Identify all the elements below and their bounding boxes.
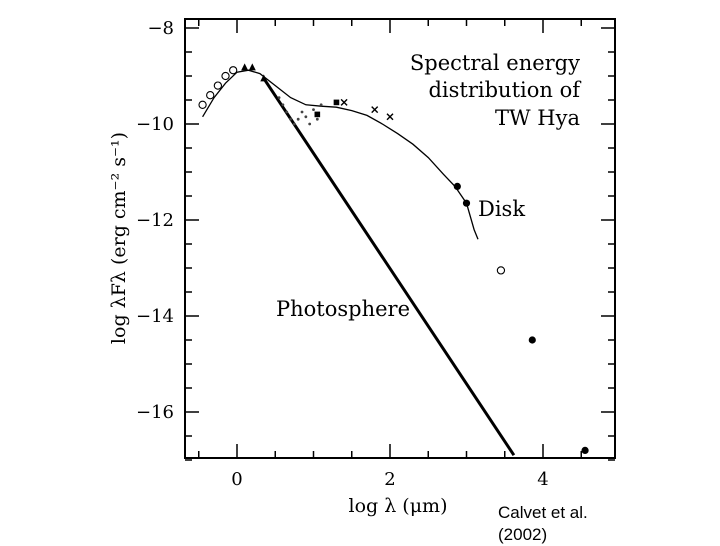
triangle-point [241,63,249,71]
x-axis-label: log λ (μm) [349,495,448,517]
square-point [333,99,340,106]
square-point [314,111,321,118]
filled-circle-point [528,336,536,344]
plot-frame [184,18,616,459]
y-tick-label: −12 [136,210,174,231]
cross-point [371,106,379,114]
open-circle-point [206,91,215,100]
chart-title-line: Spectral energy [409,51,580,75]
spectrum-point [292,122,296,126]
cross-point [386,113,394,121]
open-circle-point [198,100,207,109]
triangle-point [260,74,268,82]
filled-circle-point [581,446,589,454]
disk-model-line [202,69,479,240]
axes-layer: 0 2 4 −8 −10 −12 −14 −16 [136,18,615,490]
spectrum-point [312,108,315,111]
data-layer [198,63,589,457]
spectrum-point [300,110,304,114]
spectrum-point [304,115,308,119]
chart-title: Spectral energy distribution of TW Hya [410,50,580,132]
cross-stroke [386,113,394,121]
photosphere-annotation: Photosphere [276,297,411,321]
y-tick-label: −14 [136,306,174,327]
spectrum-point [285,110,289,114]
open-circle-point [221,71,230,81]
spectrum-point [289,117,292,121]
credit-text: Calvet et al. (2002) [498,503,588,545]
x-tick-label: 4 [537,469,548,490]
y-axis-label: log λFλ (erg cm⁻² s⁻¹) [108,132,130,344]
triangle-point [248,63,256,71]
filled-circle-point [453,182,461,190]
photosphere-line [262,77,516,457]
x-tick-label: 2 [384,469,395,490]
spectrum-point [308,122,312,126]
cross-point [340,98,348,106]
y-tick-label: −10 [136,114,174,135]
x-tick-label: 0 [231,469,242,490]
open-circle-point [229,66,238,75]
chart-title-line: distribution of [428,78,580,103]
y-tick-label: −8 [147,18,174,39]
cross-stroke [340,98,348,106]
disk-annotation: Disk [478,197,526,221]
chart-title-line: TW Hya [495,105,580,130]
cross-stroke [371,106,379,114]
open-circle-point [213,81,223,90]
open-circle-point [496,266,506,275]
spectrum-point [281,103,285,107]
spectrum-point [296,117,300,121]
spectrum-point [277,96,281,99]
filled-circle-point [462,199,471,207]
spectrum-point [315,117,319,121]
spectrum-point [319,103,323,107]
y-tick-label: −16 [136,402,174,423]
